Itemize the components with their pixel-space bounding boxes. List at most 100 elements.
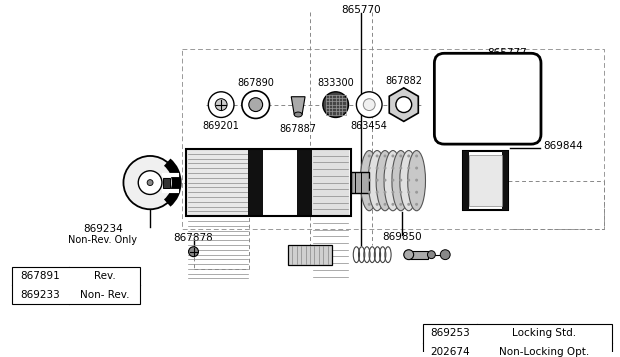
- Circle shape: [368, 167, 371, 170]
- Circle shape: [384, 178, 386, 182]
- Ellipse shape: [400, 151, 418, 211]
- Bar: [12, 267, 140, 304]
- Circle shape: [376, 155, 379, 157]
- Ellipse shape: [384, 151, 402, 211]
- Circle shape: [391, 167, 394, 170]
- Text: Locking Std.: Locking Std.: [512, 328, 577, 338]
- Circle shape: [384, 203, 386, 206]
- Circle shape: [396, 97, 412, 112]
- Circle shape: [399, 191, 402, 194]
- Bar: [352, 172, 370, 193]
- Ellipse shape: [368, 151, 386, 211]
- Text: 833300: 833300: [317, 78, 354, 88]
- Text: Non-Rev. Only: Non-Rev. Only: [68, 235, 137, 245]
- Circle shape: [415, 203, 418, 206]
- Circle shape: [427, 251, 435, 258]
- Polygon shape: [389, 88, 419, 121]
- Circle shape: [391, 191, 394, 194]
- Circle shape: [368, 191, 371, 194]
- Text: 867878: 867878: [174, 233, 213, 243]
- Circle shape: [399, 155, 402, 157]
- Bar: [163, 178, 170, 187]
- Text: 867891: 867891: [20, 271, 60, 281]
- Circle shape: [376, 167, 379, 170]
- Circle shape: [399, 178, 402, 182]
- Bar: [248, 149, 263, 216]
- Text: 867882: 867882: [385, 76, 422, 86]
- Ellipse shape: [392, 151, 410, 211]
- Bar: [463, 151, 469, 210]
- Circle shape: [363, 99, 375, 111]
- Text: 865770: 865770: [342, 5, 381, 15]
- Circle shape: [215, 99, 227, 111]
- Circle shape: [440, 250, 450, 260]
- Text: 867887: 867887: [280, 124, 317, 134]
- Circle shape: [407, 167, 410, 170]
- Circle shape: [208, 92, 234, 117]
- Circle shape: [407, 178, 410, 182]
- Text: 863454: 863454: [351, 121, 388, 131]
- Circle shape: [407, 203, 410, 206]
- Circle shape: [376, 191, 379, 194]
- Circle shape: [368, 178, 371, 182]
- Text: 869844: 869844: [543, 141, 583, 151]
- Circle shape: [368, 203, 371, 206]
- Text: Non-Locking Opt.: Non-Locking Opt.: [499, 347, 590, 357]
- Text: 867890: 867890: [237, 78, 274, 88]
- Circle shape: [391, 155, 394, 157]
- Bar: [185, 149, 250, 216]
- Circle shape: [384, 155, 386, 157]
- FancyBboxPatch shape: [451, 70, 524, 127]
- Bar: [469, 155, 502, 206]
- Circle shape: [407, 155, 410, 157]
- Circle shape: [323, 92, 348, 117]
- Text: 869233: 869233: [20, 290, 60, 300]
- Circle shape: [188, 247, 198, 257]
- Circle shape: [407, 191, 410, 194]
- Bar: [297, 149, 312, 216]
- Text: 865777: 865777: [487, 48, 527, 58]
- Circle shape: [376, 203, 379, 206]
- Ellipse shape: [376, 151, 394, 211]
- Circle shape: [391, 203, 394, 206]
- Ellipse shape: [294, 112, 302, 117]
- Bar: [250, 149, 312, 216]
- Circle shape: [384, 167, 386, 170]
- Circle shape: [399, 203, 402, 206]
- Circle shape: [415, 178, 418, 182]
- Ellipse shape: [360, 151, 378, 211]
- Circle shape: [368, 155, 371, 157]
- Text: 202674: 202674: [430, 347, 469, 357]
- Circle shape: [404, 250, 414, 260]
- Text: 869253: 869253: [430, 328, 469, 338]
- Text: Non- Rev.: Non- Rev.: [80, 290, 130, 300]
- Bar: [440, 77, 469, 120]
- Bar: [312, 149, 350, 216]
- Bar: [185, 149, 352, 216]
- Circle shape: [391, 178, 394, 182]
- Circle shape: [415, 191, 418, 194]
- FancyBboxPatch shape: [435, 53, 541, 144]
- Bar: [288, 245, 332, 265]
- Polygon shape: [291, 97, 305, 115]
- Circle shape: [147, 180, 153, 186]
- Text: 869234: 869234: [83, 224, 123, 234]
- Bar: [463, 151, 508, 210]
- Circle shape: [123, 156, 177, 209]
- Bar: [409, 251, 428, 258]
- Text: Rev.: Rev.: [94, 271, 115, 281]
- Circle shape: [242, 91, 270, 119]
- Bar: [422, 324, 612, 357]
- Circle shape: [415, 167, 418, 170]
- Text: 869201: 869201: [203, 121, 239, 131]
- Ellipse shape: [408, 151, 425, 211]
- Circle shape: [356, 92, 382, 117]
- Circle shape: [249, 98, 263, 111]
- Circle shape: [376, 178, 379, 182]
- Text: 869850: 869850: [382, 232, 422, 242]
- Circle shape: [415, 155, 418, 157]
- Circle shape: [399, 167, 402, 170]
- Circle shape: [384, 191, 386, 194]
- Circle shape: [138, 171, 162, 195]
- Bar: [502, 151, 508, 210]
